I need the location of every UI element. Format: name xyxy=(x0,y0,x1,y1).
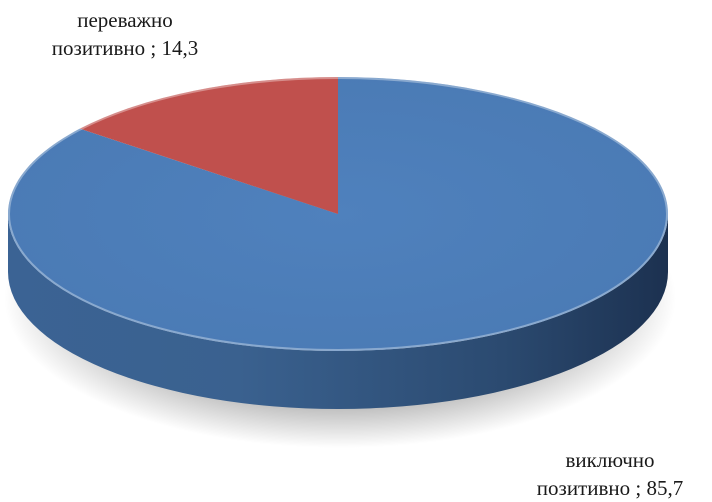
pie-side-wall xyxy=(8,214,668,409)
pie-top xyxy=(7,77,669,351)
pie-slice-1 xyxy=(79,77,338,214)
pie-slice-0 xyxy=(7,77,669,351)
pie-rim-highlight xyxy=(8,77,668,351)
pie-side-0 xyxy=(8,214,668,409)
data-label-line: позитивно ; 85,7 xyxy=(536,476,684,500)
data-label-pereważno: переважно позитивно ; 14,3 xyxy=(20,6,230,62)
data-label-vykliuchno: виключно позитивно ; 85,7 xyxy=(505,446,712,502)
data-label-line: переважно xyxy=(77,8,173,32)
data-label-line: виключно xyxy=(565,448,655,472)
data-label-line: позитивно ; 14,3 xyxy=(51,36,199,60)
